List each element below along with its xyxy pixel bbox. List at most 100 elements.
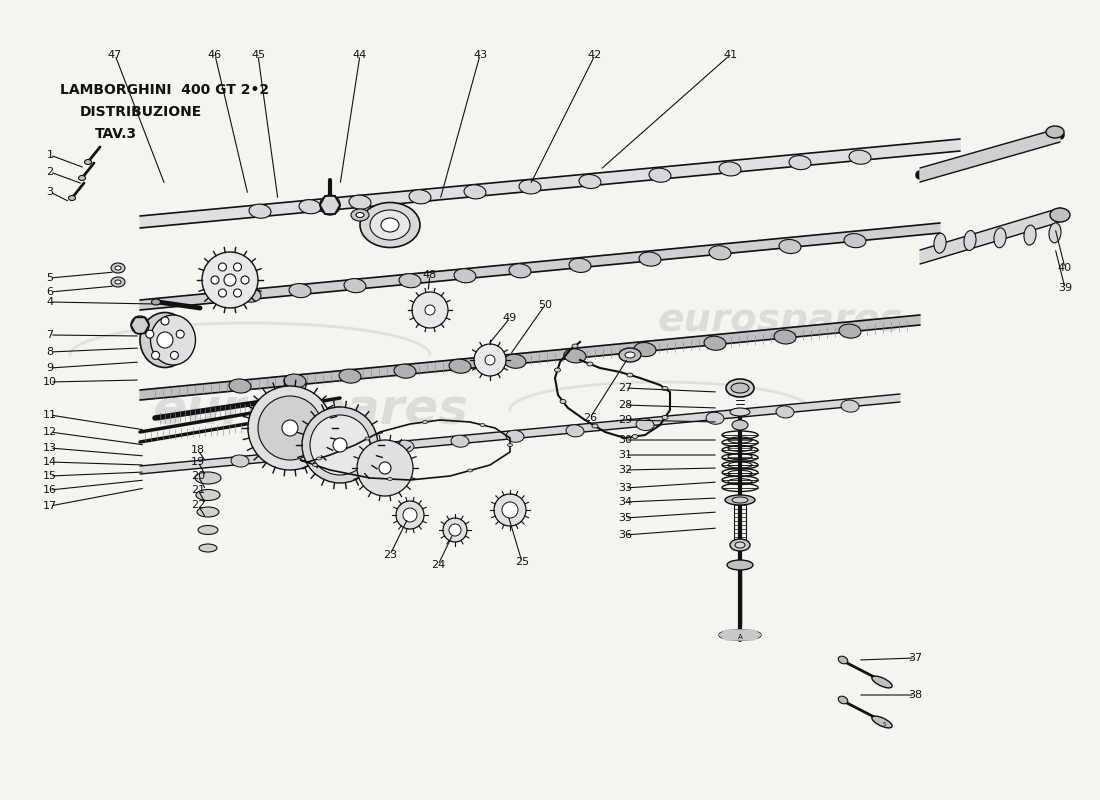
Text: 20: 20 (191, 471, 205, 481)
Ellipse shape (842, 400, 859, 412)
Ellipse shape (387, 478, 393, 481)
Text: 32: 32 (618, 465, 632, 475)
Text: 31: 31 (618, 450, 632, 460)
Ellipse shape (1046, 126, 1064, 138)
Ellipse shape (779, 239, 801, 254)
Text: 18: 18 (191, 445, 205, 455)
Ellipse shape (196, 490, 220, 501)
Ellipse shape (625, 352, 635, 358)
Text: 36: 36 (618, 530, 632, 540)
Ellipse shape (719, 630, 761, 640)
Ellipse shape (399, 274, 421, 288)
Circle shape (157, 332, 173, 348)
Circle shape (333, 438, 346, 452)
Circle shape (131, 316, 149, 334)
Circle shape (233, 289, 242, 297)
Ellipse shape (849, 150, 871, 164)
Text: 24: 24 (431, 560, 446, 570)
Ellipse shape (554, 368, 561, 372)
Text: DISTRIBUZIONE: DISTRIBUZIONE (80, 105, 202, 119)
Ellipse shape (732, 497, 748, 503)
Text: 5: 5 (46, 273, 54, 283)
Circle shape (443, 518, 468, 542)
Text: 25: 25 (515, 557, 529, 567)
Ellipse shape (78, 175, 86, 181)
Text: 1: 1 (46, 150, 54, 160)
Text: 42: 42 (587, 50, 602, 60)
Ellipse shape (730, 408, 750, 416)
Text: 40: 40 (1058, 263, 1072, 273)
Ellipse shape (344, 278, 366, 293)
Ellipse shape (68, 195, 76, 201)
Ellipse shape (231, 455, 249, 467)
Text: eurospares: eurospares (657, 301, 903, 339)
Ellipse shape (197, 507, 219, 517)
Polygon shape (920, 208, 1060, 264)
Text: 43: 43 (473, 50, 487, 60)
Ellipse shape (710, 246, 732, 260)
Ellipse shape (140, 313, 190, 367)
Ellipse shape (509, 264, 531, 278)
Text: 2: 2 (46, 167, 54, 177)
Ellipse shape (480, 423, 485, 426)
Ellipse shape (317, 457, 321, 460)
Ellipse shape (872, 676, 892, 688)
Polygon shape (719, 630, 761, 640)
Ellipse shape (381, 218, 399, 232)
Ellipse shape (776, 406, 794, 418)
Text: 30: 30 (618, 435, 632, 445)
Circle shape (202, 252, 258, 308)
Ellipse shape (365, 437, 370, 440)
Ellipse shape (634, 342, 656, 357)
Ellipse shape (396, 440, 414, 452)
Ellipse shape (706, 412, 724, 424)
Ellipse shape (1049, 223, 1061, 243)
Ellipse shape (349, 195, 371, 210)
Ellipse shape (572, 344, 578, 348)
Circle shape (494, 494, 526, 526)
Ellipse shape (394, 364, 416, 378)
Circle shape (248, 386, 332, 470)
Ellipse shape (560, 399, 566, 403)
Text: 11: 11 (43, 410, 57, 420)
Ellipse shape (934, 234, 946, 253)
Text: 16: 16 (43, 485, 57, 495)
Ellipse shape (299, 200, 321, 214)
Text: 38: 38 (908, 690, 922, 700)
Ellipse shape (151, 315, 196, 365)
Ellipse shape (727, 560, 754, 570)
Circle shape (219, 289, 227, 297)
Text: 14: 14 (43, 457, 57, 467)
Ellipse shape (116, 266, 121, 270)
Ellipse shape (289, 283, 311, 298)
Circle shape (224, 274, 236, 286)
Circle shape (152, 351, 160, 359)
Ellipse shape (195, 472, 221, 484)
Text: 50: 50 (538, 300, 552, 310)
Ellipse shape (592, 424, 598, 428)
Ellipse shape (451, 435, 469, 447)
Text: 15: 15 (43, 471, 57, 481)
Text: 46: 46 (208, 50, 222, 60)
Ellipse shape (111, 263, 125, 273)
Text: 26: 26 (583, 413, 597, 423)
Ellipse shape (198, 526, 218, 534)
Text: 13: 13 (43, 443, 57, 453)
Text: 23: 23 (383, 550, 397, 560)
Polygon shape (140, 139, 960, 228)
Text: 12: 12 (43, 427, 57, 437)
Circle shape (219, 263, 227, 271)
Circle shape (403, 508, 417, 522)
Text: eurospares: eurospares (152, 386, 468, 434)
Text: 41: 41 (723, 50, 737, 60)
Text: 48: 48 (422, 270, 437, 280)
Circle shape (302, 407, 378, 483)
Ellipse shape (774, 330, 796, 344)
Circle shape (176, 330, 184, 338)
Text: 47: 47 (108, 50, 122, 60)
Ellipse shape (152, 299, 161, 305)
Text: 27: 27 (618, 383, 632, 393)
Circle shape (233, 263, 242, 271)
Ellipse shape (360, 202, 420, 247)
Ellipse shape (506, 430, 524, 442)
